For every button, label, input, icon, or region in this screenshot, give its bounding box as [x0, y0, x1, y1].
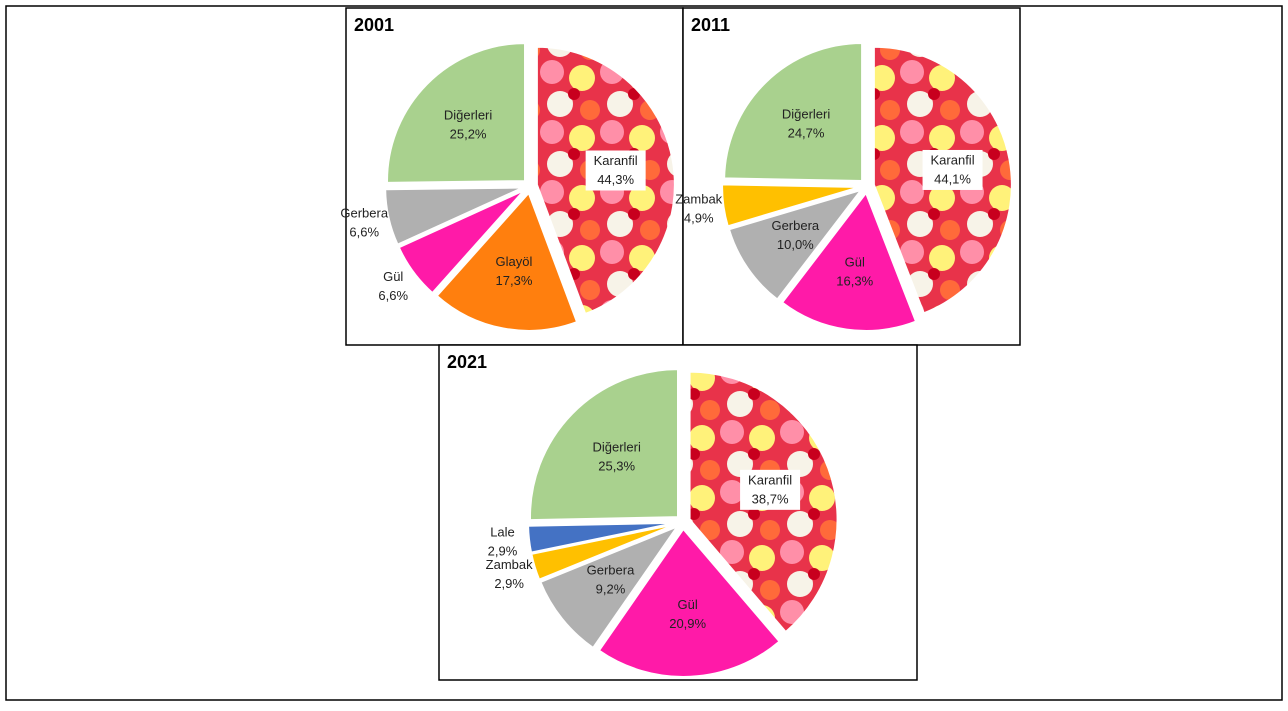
- pie-slice: [539, 524, 681, 650]
- slice-label: Diğerleri: [592, 439, 641, 454]
- slice-label: Lale: [490, 525, 515, 540]
- chart-title: 2021: [447, 352, 487, 372]
- pie-slice: [384, 186, 524, 247]
- pie-slice: [529, 368, 679, 522]
- value-label: 6,6%: [378, 288, 408, 303]
- pie-slice: [727, 188, 864, 301]
- pie-slice: [597, 527, 781, 678]
- value-label: 4,9%: [684, 210, 714, 225]
- slice-label: Zambak: [675, 191, 722, 206]
- chart-title: 2001: [354, 15, 394, 35]
- pie-slice: [723, 42, 864, 183]
- slice-label: Diğerleri: [444, 107, 493, 122]
- slice-label: Karanfil: [748, 472, 792, 487]
- label-bg: [922, 149, 983, 190]
- slice-label: Karanfil: [931, 152, 975, 167]
- slice-label: Glayöl: [496, 254, 533, 269]
- label-bg: [740, 469, 801, 510]
- value-label: 2,9%: [494, 576, 524, 591]
- slice-label: Diğerleri: [782, 106, 831, 121]
- slice-label: Gül: [383, 269, 403, 284]
- slice-label: Gül: [678, 597, 698, 612]
- label-bg: [585, 150, 646, 191]
- pie-slice: [397, 189, 526, 295]
- value-label: 17,3%: [496, 273, 533, 288]
- slice-label: Gerbera: [771, 218, 819, 233]
- slice-label: Gerbera: [340, 205, 388, 220]
- chart-title: 2011: [691, 15, 730, 35]
- value-label: 6,6%: [349, 224, 379, 239]
- slice-label: Gerbera: [587, 562, 635, 577]
- pie-slice: [530, 523, 677, 581]
- pie-slice: [527, 521, 677, 554]
- value-label: 44,1%: [934, 171, 971, 186]
- value-label: 2,9%: [488, 544, 518, 559]
- page-border: [5, 5, 1283, 701]
- value-label: 16,3%: [836, 274, 873, 289]
- pie-slice: [721, 183, 861, 228]
- value-label: 9,2%: [596, 581, 626, 596]
- slice-label: Gül: [845, 255, 865, 270]
- value-label: 10,0%: [777, 237, 814, 252]
- value-label: 44,3%: [597, 172, 634, 187]
- value-label: 25,3%: [598, 458, 635, 473]
- slice-label: Zambak: [486, 557, 533, 572]
- value-label: 24,7%: [788, 125, 825, 140]
- value-label: 25,2%: [450, 126, 487, 141]
- pie-slice: [435, 190, 579, 332]
- pie-slice: [780, 190, 918, 332]
- slice-label: Karanfil: [594, 153, 638, 168]
- value-label: 20,9%: [669, 616, 706, 631]
- pie-slice: [386, 42, 527, 184]
- value-label: 38,7%: [752, 491, 789, 506]
